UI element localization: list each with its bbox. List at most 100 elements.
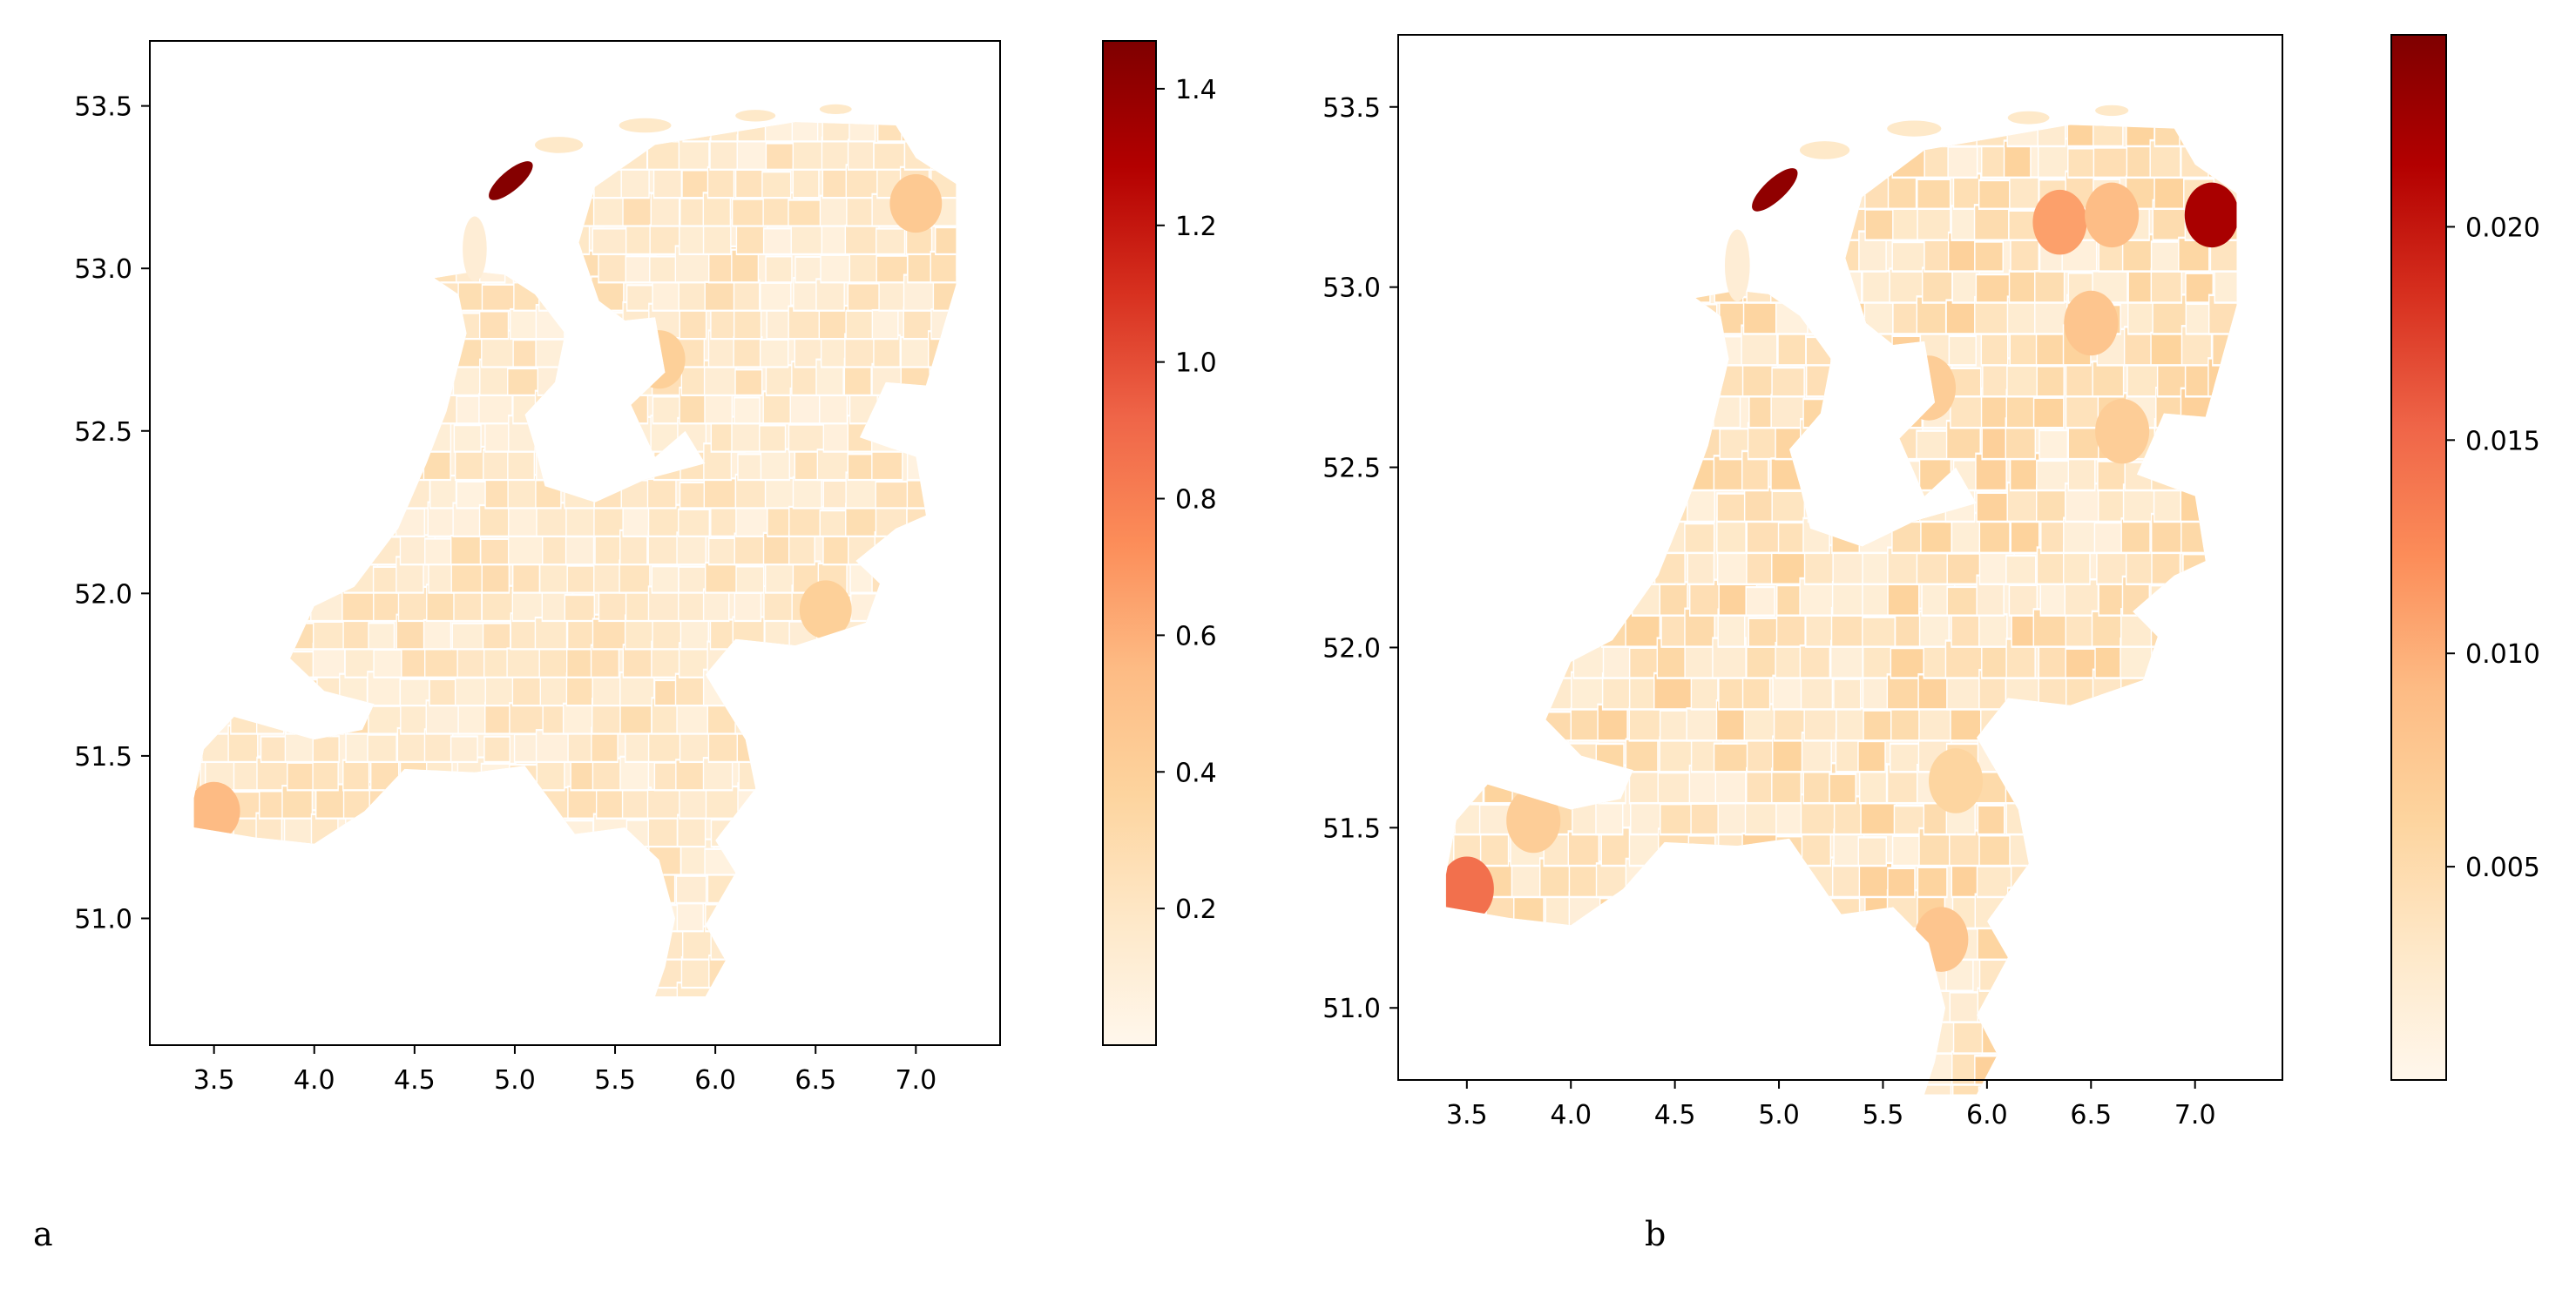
municipality (1445, 461, 1451, 492)
municipality (2236, 1086, 2237, 1095)
municipality (1572, 364, 1606, 398)
municipality (1686, 136, 1726, 179)
municipality (762, 986, 796, 997)
municipality (787, 675, 821, 707)
municipality (1801, 919, 1837, 962)
municipality (1445, 794, 1459, 836)
municipality (872, 613, 903, 651)
colorbar-b (2390, 34, 2447, 1081)
municipality (734, 702, 763, 735)
municipality (193, 587, 203, 623)
municipality (1833, 1014, 1868, 1055)
region-midden-groningen (2032, 189, 2087, 255)
municipality (569, 334, 600, 368)
municipality (1682, 267, 1711, 304)
municipality (2097, 738, 2137, 773)
municipality (906, 415, 935, 453)
municipality (1660, 802, 1694, 836)
municipality (373, 927, 403, 961)
municipality (930, 133, 957, 171)
municipality (512, 981, 546, 997)
municipality (704, 561, 742, 594)
municipality (2091, 887, 2127, 930)
municipality (1894, 366, 1924, 398)
municipality (282, 904, 313, 933)
municipality (1659, 199, 1687, 241)
municipality (257, 591, 294, 623)
y-tick-label: 53.0 (1322, 273, 1381, 304)
municipality (1833, 678, 1862, 711)
municipality (2241, 739, 2268, 772)
municipality (233, 122, 267, 143)
municipality (1830, 982, 1861, 1023)
municipality (425, 222, 462, 256)
municipality (480, 762, 517, 792)
municipality (1857, 388, 1888, 429)
municipality (312, 80, 341, 113)
municipality (843, 869, 872, 904)
municipality (963, 926, 999, 960)
municipality (456, 954, 484, 989)
municipality (1917, 178, 1951, 211)
municipality (788, 305, 823, 341)
municipality (565, 837, 595, 876)
municipality (2208, 796, 2237, 836)
municipality (2152, 887, 2183, 930)
municipality (875, 503, 908, 537)
municipality (429, 844, 463, 876)
municipality (2062, 991, 2093, 1023)
municipality (564, 869, 602, 904)
municipality (1600, 300, 1632, 335)
municipality (256, 650, 291, 678)
municipality (311, 840, 341, 876)
municipality (1537, 177, 1573, 211)
municipality (1632, 388, 1668, 429)
municipality (929, 678, 957, 707)
municipality (844, 224, 880, 256)
municipality (935, 643, 957, 678)
municipality (1598, 764, 1626, 805)
municipality (1777, 1043, 1809, 1086)
municipality (456, 122, 485, 143)
municipality (1544, 769, 1582, 805)
municipality (539, 672, 570, 707)
municipality (817, 903, 849, 933)
municipality (2007, 959, 2042, 992)
municipality (1445, 773, 1461, 805)
y-tick-label: 52.5 (74, 417, 132, 448)
municipality (928, 933, 957, 961)
municipality (1484, 670, 1520, 711)
municipality (790, 647, 828, 678)
municipality (963, 820, 991, 847)
municipality (1455, 455, 1494, 492)
municipality (763, 705, 801, 735)
municipality (1802, 1013, 1836, 1055)
municipality (792, 140, 825, 171)
municipality (2036, 365, 2065, 398)
municipality (1595, 801, 1624, 836)
municipality (197, 415, 231, 453)
municipality (793, 80, 822, 113)
municipality (1890, 396, 1923, 429)
municipality (284, 952, 318, 989)
municipality (1860, 425, 1891, 461)
municipality (1450, 929, 1480, 962)
municipality (1445, 361, 1456, 398)
municipality (1654, 83, 1682, 115)
municipality (284, 840, 314, 876)
municipality (850, 812, 881, 848)
municipality (1775, 125, 1809, 148)
municipality (1629, 293, 1660, 335)
municipality (1452, 398, 1485, 429)
municipality (2093, 1018, 2126, 1055)
municipality (2098, 765, 2133, 805)
colorbar-tick-label: 0.4 (1175, 758, 1217, 788)
municipality (623, 339, 651, 368)
municipality (1445, 488, 1457, 523)
municipality (1455, 333, 1493, 367)
municipality (875, 480, 909, 510)
municipality (1802, 397, 1836, 429)
municipality (815, 953, 853, 989)
municipality (205, 537, 241, 566)
municipality (2154, 710, 2187, 742)
